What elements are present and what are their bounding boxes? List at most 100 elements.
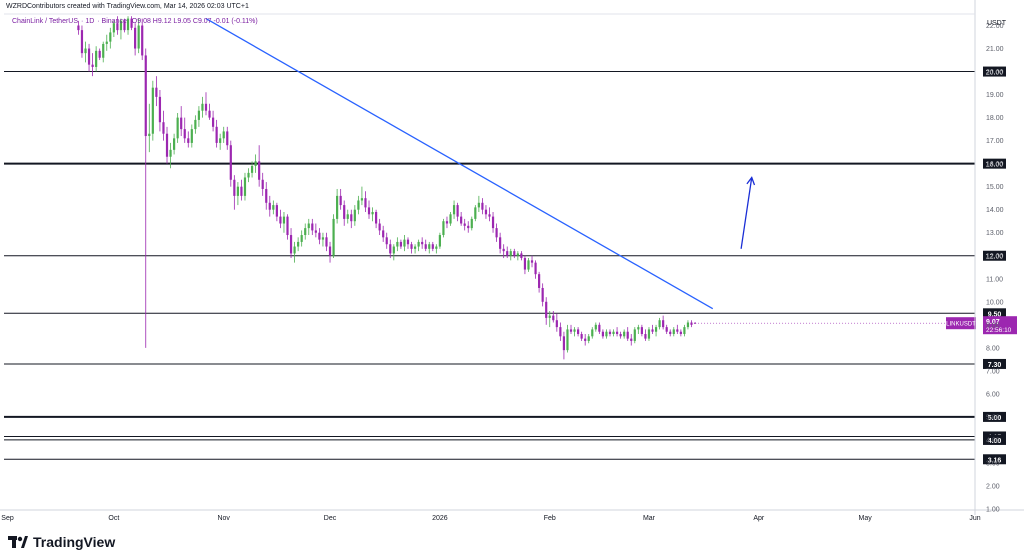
price-tag-bg[interactable] (983, 316, 1017, 335)
candle-body (410, 244, 413, 249)
candle (165, 126, 169, 164)
candle (594, 322, 597, 332)
candle (499, 232, 502, 254)
level-label-bg (983, 250, 1006, 261)
candle (424, 239, 427, 252)
y-tick-label: 11.00 (986, 276, 1003, 283)
candle-body (275, 205, 278, 217)
candle-body (364, 198, 367, 208)
candle-body (506, 251, 509, 256)
y-tick-label: 8.00 (986, 345, 1000, 352)
candle-body (300, 235, 303, 242)
candle (343, 200, 346, 226)
candle-body (137, 25, 140, 49)
candle (452, 200, 456, 219)
candle-body (672, 329, 675, 335)
brand-name: TradingView (33, 534, 116, 550)
candle (548, 311, 551, 328)
candle-body (690, 322, 693, 325)
candle (190, 124, 193, 148)
candle-body (318, 232, 321, 240)
candle (169, 142, 172, 169)
candle-body (219, 138, 222, 143)
candle-body (566, 329, 569, 351)
candle-body (562, 336, 566, 351)
candle-body (615, 331, 619, 335)
candle-body (594, 324, 597, 330)
candle-body (148, 133, 151, 137)
candle-body (608, 331, 612, 335)
arrow-shaft[interactable] (740, 177, 753, 249)
candle (569, 324, 573, 335)
candle-body (197, 110, 201, 120)
candle (332, 214, 335, 259)
candle (679, 329, 682, 337)
candle-body (151, 87, 154, 134)
candle-body (385, 237, 388, 245)
y-tick-label: 15.00 (986, 184, 1004, 191)
candle-body (229, 145, 232, 180)
candle-body (399, 241, 403, 247)
candle-body (502, 248, 505, 252)
candle (151, 80, 154, 141)
candle (530, 255, 534, 268)
candle (573, 327, 576, 337)
ohlc-readout: O9.08 H9.12 L9.05 C9.07 -0.01 (-0.11%) (131, 18, 258, 25)
candle (523, 255, 527, 275)
candle-body (297, 241, 300, 247)
candle-body (406, 239, 410, 245)
candle-body (654, 327, 658, 332)
candle-body (304, 228, 307, 236)
candle (626, 327, 629, 341)
candle (102, 41, 105, 63)
candle-body (332, 218, 335, 256)
candle-body (289, 235, 293, 254)
level-label: 4.00 (988, 438, 1002, 445)
candle (534, 260, 537, 279)
candle-body (98, 50, 101, 58)
y-tick-label: 1.00 (986, 507, 1000, 514)
candle (633, 327, 636, 344)
candle (321, 232, 325, 247)
symbol-legend[interactable]: ChainLink / TetherUS · 1D · Binance O9.08 … (12, 18, 258, 25)
candle (300, 230, 303, 247)
candle-body (201, 103, 204, 111)
candle-body (403, 239, 406, 247)
candle-body (548, 315, 551, 318)
candle (541, 283, 544, 307)
candle-body (158, 96, 162, 123)
candle-body (236, 186, 239, 196)
symbol-tag-bg (946, 317, 976, 330)
candle (612, 329, 615, 337)
candle-body (683, 327, 686, 335)
candle-body (389, 244, 392, 254)
candle (637, 324, 640, 335)
candle (605, 329, 608, 339)
candle (268, 195, 271, 217)
axis-unit: USDT (986, 20, 1006, 27)
candle-body (428, 244, 431, 249)
candle-body (584, 338, 587, 341)
candle-body (109, 32, 112, 42)
candle-body (126, 18, 130, 31)
candle (134, 23, 137, 56)
candle (148, 103, 151, 153)
candle (495, 223, 498, 242)
candle-body (573, 329, 576, 332)
candle-body (130, 18, 133, 28)
candle (339, 188, 342, 210)
candle-body (176, 117, 179, 139)
trendline[interactable] (205, 18, 714, 310)
candle-body (545, 301, 548, 318)
candle-body (587, 336, 590, 341)
level-label: 7.30 (988, 362, 1002, 369)
candle (463, 218, 466, 231)
candle-body (204, 103, 208, 111)
candle-body (350, 214, 353, 222)
arrow-head-icon[interactable] (746, 176, 756, 186)
candle (233, 175, 236, 210)
candle (399, 239, 403, 249)
